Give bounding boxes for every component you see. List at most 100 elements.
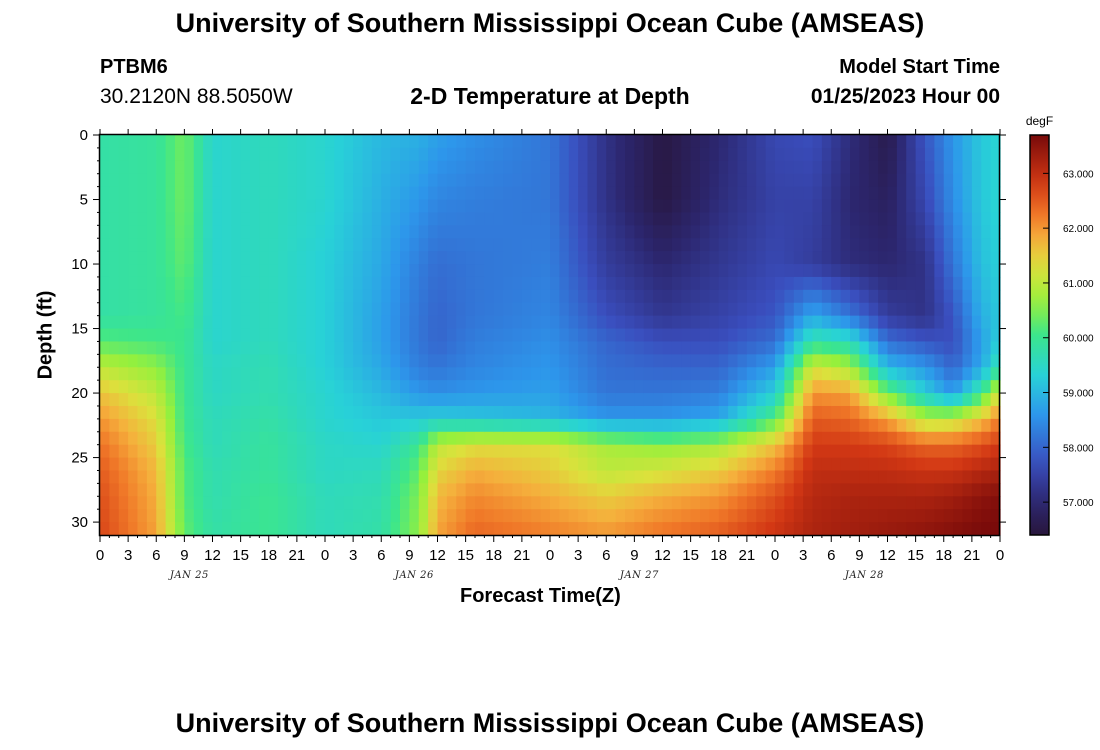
heatmap-cell — [990, 444, 1001, 459]
heatmap-cell — [653, 457, 664, 472]
heatmap-cell — [700, 509, 710, 523]
heatmap-cell — [821, 431, 832, 446]
heatmap-cell — [625, 380, 635, 394]
heatmap-cell — [606, 405, 617, 420]
heatmap-cell — [971, 354, 982, 368]
heatmap-cell — [615, 160, 626, 175]
heatmap-cell — [596, 147, 607, 162]
heatmap-cell — [343, 147, 354, 162]
heatmap-cell — [596, 418, 607, 433]
heatmap-cell — [203, 457, 214, 472]
heatmap-cell — [371, 289, 382, 304]
heatmap-cell — [268, 405, 279, 420]
heatmap-cell — [531, 509, 542, 523]
heatmap-cell — [709, 238, 720, 252]
heatmap-cell — [343, 264, 354, 278]
heatmap-cell — [550, 457, 560, 472]
heatmap-cell — [418, 251, 429, 265]
heatmap-cell — [118, 328, 129, 343]
heatmap-cell — [128, 264, 139, 278]
heatmap-cell — [353, 522, 364, 536]
heatmap-cell — [540, 289, 551, 304]
heatmap-cell — [521, 431, 532, 446]
heatmap-cell — [184, 354, 195, 368]
heatmap-cell — [840, 199, 851, 214]
heatmap-cell — [625, 315, 635, 330]
heatmap-cell — [868, 212, 879, 226]
heatmap-cell — [868, 483, 879, 497]
heatmap-cell — [728, 483, 739, 497]
heatmap-cell — [484, 431, 495, 446]
heatmap-cell — [137, 212, 148, 226]
heatmap-cell — [690, 418, 701, 433]
heatmap-cell — [981, 147, 992, 162]
heatmap-cell — [915, 367, 926, 381]
heatmap-cell — [250, 173, 260, 188]
heatmap-cell — [868, 522, 879, 536]
heatmap-cell — [353, 289, 364, 304]
heatmap-cell — [859, 354, 870, 368]
heatmap-cell — [531, 160, 542, 175]
heatmap-cell — [306, 212, 317, 226]
heatmap-cell — [709, 431, 720, 446]
heatmap-cell — [540, 212, 551, 226]
heatmap-cell — [671, 238, 682, 252]
heatmap-cell — [221, 431, 232, 446]
heatmap-cell — [268, 483, 279, 497]
heatmap-cell — [118, 354, 129, 368]
heatmap-cell — [362, 470, 373, 484]
heatmap-cell — [981, 302, 992, 317]
heatmap-cell — [812, 328, 823, 343]
heatmap-cell — [409, 444, 420, 459]
heatmap-cell — [287, 289, 298, 304]
heatmap-cell — [390, 315, 401, 330]
heatmap-cell — [128, 251, 139, 265]
heatmap-cell — [512, 328, 523, 343]
heatmap-cell — [868, 380, 879, 394]
heatmap-cell — [737, 341, 748, 355]
heatmap-cell — [484, 444, 495, 459]
heatmap-cell — [653, 328, 664, 343]
heatmap-cell — [203, 315, 214, 330]
heatmap-cell — [203, 289, 214, 304]
heatmap-cell — [400, 483, 410, 497]
heatmap-cell — [334, 251, 345, 265]
heatmap-cell — [278, 135, 289, 149]
heatmap-cell — [775, 276, 785, 291]
heatmap-cell — [568, 470, 579, 484]
heatmap-cell — [381, 457, 392, 472]
heatmap-cell — [887, 225, 898, 239]
heatmap-cell — [193, 367, 204, 381]
station-id: PTBM6 — [100, 56, 168, 78]
heatmap-cell — [465, 147, 476, 162]
heatmap-cell — [100, 212, 110, 226]
heatmap-cell — [793, 160, 804, 175]
heatmap-cell — [765, 418, 776, 433]
heatmap-cell — [278, 173, 289, 188]
heatmap-cell — [109, 431, 120, 446]
heatmap-cell — [587, 522, 598, 536]
heatmap-cell — [250, 341, 260, 355]
heatmap-cell — [278, 367, 289, 381]
heatmap-cell — [934, 199, 945, 214]
heatmap-cell — [896, 302, 907, 317]
heatmap-cell — [212, 522, 223, 536]
heatmap-cell — [325, 251, 335, 265]
heatmap-cell — [700, 302, 710, 317]
heatmap-cell — [418, 367, 429, 381]
heatmap-cell — [962, 457, 973, 472]
heatmap-cell — [775, 393, 785, 407]
heatmap-cell — [746, 470, 757, 484]
heatmap-cell — [512, 470, 523, 484]
heatmap-cell — [634, 173, 645, 188]
heatmap-cell — [137, 315, 148, 330]
heatmap-cell — [193, 238, 204, 252]
heatmap-cell — [371, 328, 382, 343]
heatmap-cell — [971, 405, 982, 420]
heatmap-cell — [400, 238, 410, 252]
heatmap-cell — [296, 496, 307, 510]
heatmap-cell — [193, 199, 204, 214]
heatmap-cell — [390, 276, 401, 291]
heatmap-cell — [587, 444, 598, 459]
heatmap-cell — [268, 147, 279, 162]
